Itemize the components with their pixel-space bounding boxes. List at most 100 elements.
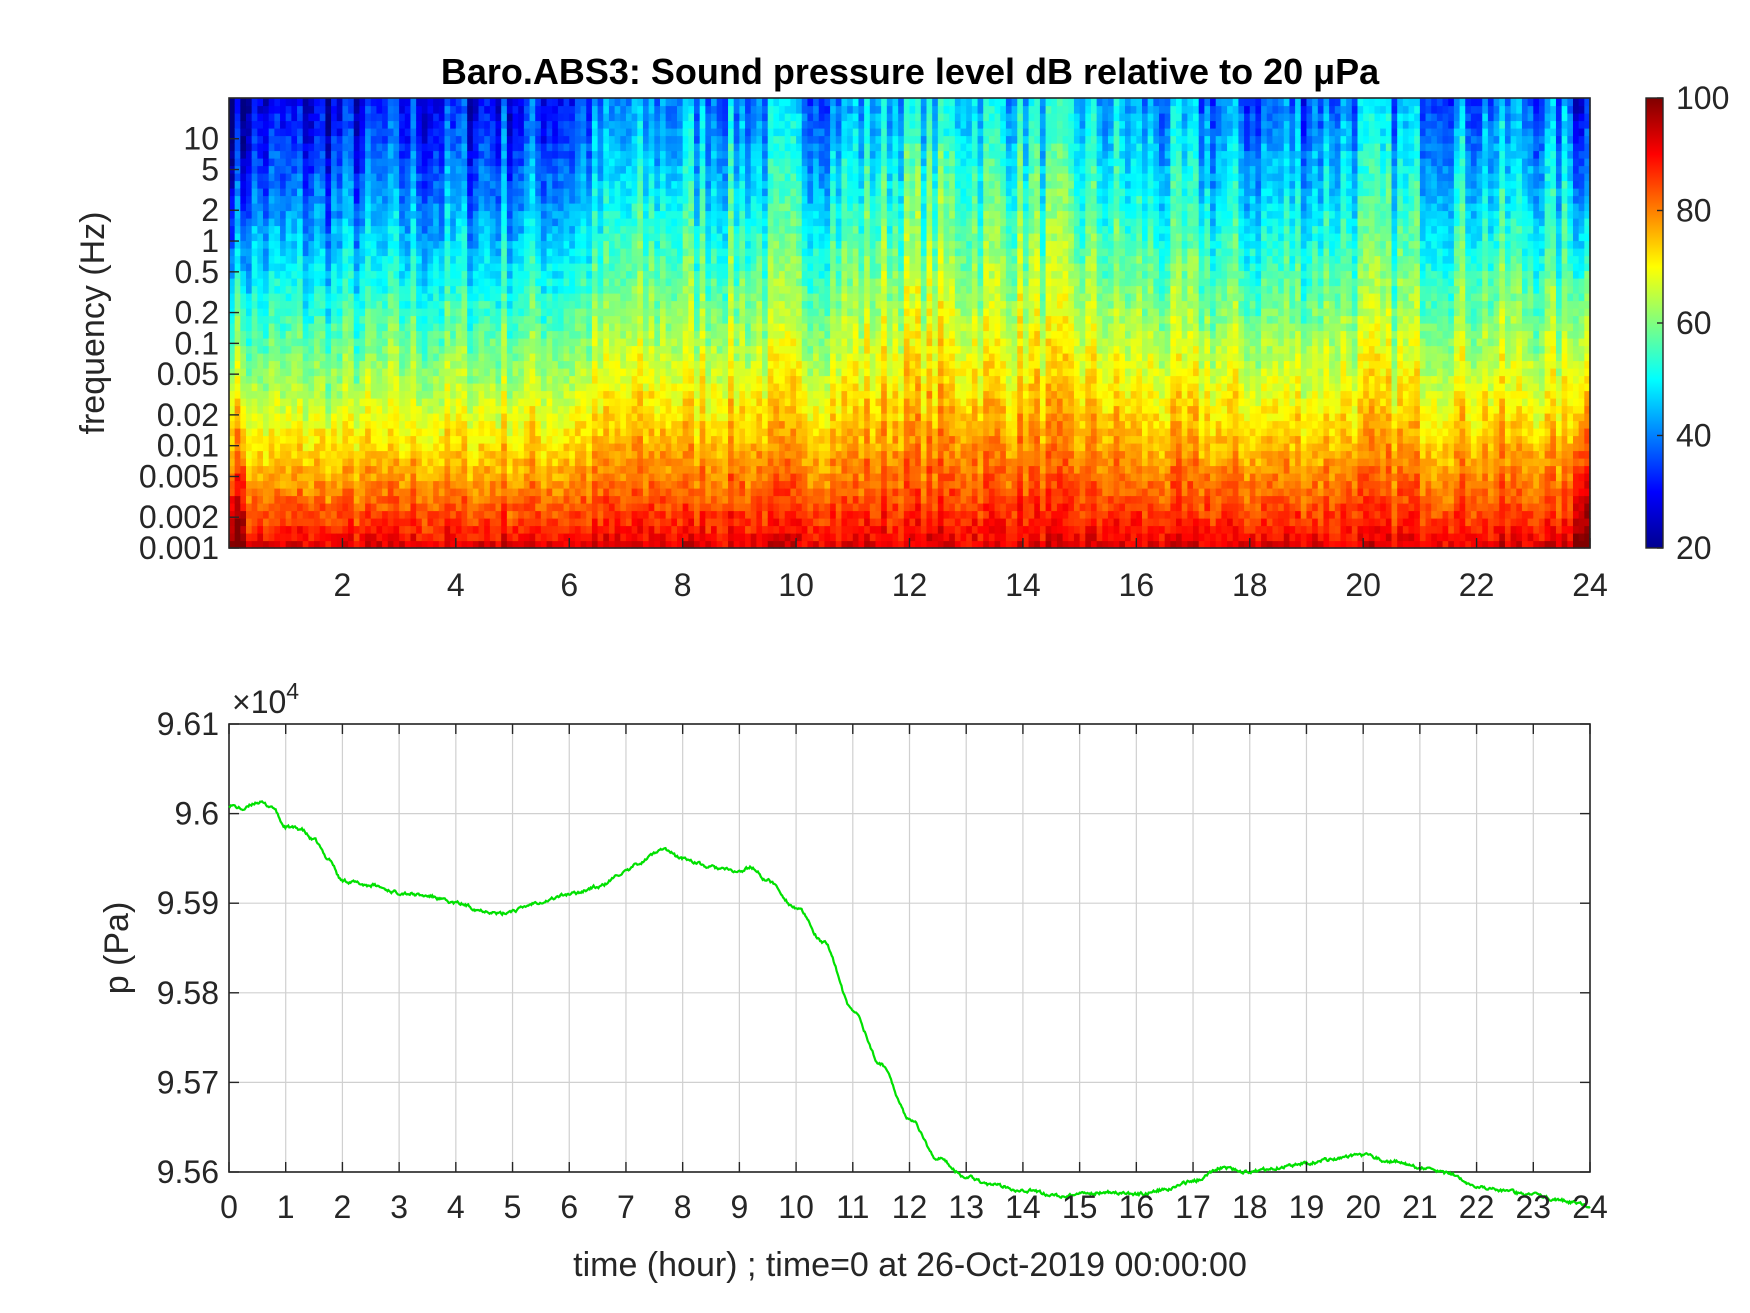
- spectrogram-cell: [682, 218, 689, 227]
- spectrogram-cell: [433, 143, 440, 152]
- spectrogram-cell: [370, 255, 378, 264]
- spectrogram-cell: [625, 383, 633, 392]
- spectrogram-cell: [631, 165, 638, 174]
- spectrogram-cell: [416, 293, 423, 302]
- spectrogram-cell: [478, 308, 485, 317]
- spectrogram-cell: [535, 105, 542, 114]
- spectrogram-cell: [659, 105, 667, 114]
- spectrogram-cell: [461, 285, 468, 294]
- spectrogram-cell: [529, 98, 536, 107]
- spectrogram-cell: [580, 233, 587, 242]
- spectrogram-cell: [433, 443, 440, 452]
- spectrogram-cell: [387, 98, 395, 107]
- spectrogram-cell: [433, 210, 440, 219]
- spectrogram-cell: [580, 405, 587, 414]
- spectrogram-cell: [529, 210, 536, 219]
- spectrogram-cell: [257, 450, 264, 459]
- spectrogram-cell: [659, 188, 667, 197]
- spectrogram-cell: [461, 240, 468, 249]
- spectrogram-cell: [302, 98, 309, 107]
- spectrogram-cell: [506, 338, 514, 347]
- spectrogram-cell: [416, 203, 423, 212]
- spectrogram-cell: [348, 368, 355, 377]
- spectrogram-cell: [540, 345, 548, 354]
- spectrogram-cell: [410, 353, 417, 362]
- spectrogram-cell: [246, 383, 253, 392]
- spectrogram-cell: [342, 195, 349, 204]
- spectrogram-cell: [557, 330, 565, 339]
- spectrogram-cell: [518, 495, 525, 504]
- spectrogram-cell: [552, 323, 559, 332]
- spectrogram-cell: [586, 285, 593, 294]
- spectrogram-cell: [353, 233, 361, 242]
- spectrogram-cell: [631, 285, 638, 294]
- spectrogram-cell: [591, 173, 599, 182]
- spectrogram-cell: [234, 300, 241, 309]
- spectrogram-cell: [557, 105, 565, 114]
- spectrogram-cell: [268, 480, 275, 489]
- spectrogram-cell: [603, 368, 610, 377]
- spectrogram-cell: [234, 278, 241, 287]
- spectrogram-cell: [302, 458, 309, 467]
- spectrogram-cell: [268, 428, 275, 437]
- spectrogram-cell: [251, 240, 258, 249]
- spectrogram-cell: [314, 375, 321, 384]
- spectrogram-cell: [348, 225, 355, 234]
- spectrogram-cell: [382, 270, 389, 279]
- spectrogram-cell: [382, 540, 389, 549]
- spectrogram-cell: [535, 143, 542, 152]
- spectrogram-cell: [336, 113, 344, 122]
- spectrogram-cell: [370, 158, 378, 167]
- spectrogram-cell: [314, 113, 321, 122]
- spectrogram-cell: [404, 143, 412, 152]
- spectrogram-cell: [331, 113, 338, 122]
- spectrogram-cell: [637, 158, 644, 167]
- spectrogram-cell: [472, 383, 480, 392]
- spectrogram-cell: [263, 180, 270, 189]
- spectrogram-cell: [574, 270, 582, 279]
- spectrogram-cell: [569, 278, 576, 287]
- spectrogram-cell: [342, 173, 349, 182]
- spectrogram-cell: [688, 413, 695, 422]
- spectrogram-cell: [614, 98, 621, 107]
- spectrogram-cell: [285, 233, 292, 242]
- spectrogram-cell: [631, 315, 638, 324]
- spectrogram-cell: [495, 473, 502, 482]
- spectrogram-cell: [654, 480, 661, 489]
- spectrogram-cell: [694, 173, 701, 182]
- spectrogram-cell: [495, 270, 502, 279]
- spectrogram-cell: [359, 525, 366, 534]
- spectrogram-cell: [234, 480, 241, 489]
- spectrogram-cell: [285, 383, 292, 392]
- spectrogram-cell: [586, 218, 593, 227]
- spectrogram-cell: [648, 525, 655, 534]
- spectrogram-cell: [291, 203, 298, 212]
- spectrogram-cell: [302, 233, 309, 242]
- spectrogram-cell: [682, 233, 689, 242]
- spectrogram-cell: [484, 203, 491, 212]
- spectrogram-cell: [342, 473, 349, 482]
- spectrogram-cell: [495, 135, 502, 144]
- spectrogram-cell: [620, 180, 627, 189]
- spectrogram-cell: [251, 360, 258, 369]
- spectrogram-cell: [597, 405, 604, 414]
- spectrogram-cell: [314, 510, 321, 519]
- spectrogram-cell: [631, 248, 638, 257]
- spectrogram-cell: [580, 173, 587, 182]
- spectrogram-cell: [268, 525, 275, 534]
- spectrogram-cell: [274, 428, 281, 437]
- spectrogram-cell: [546, 480, 553, 489]
- spectrogram-cell: [336, 488, 344, 497]
- spectrogram-cell: [529, 465, 536, 474]
- spectrogram-cell: [603, 450, 610, 459]
- spectrogram-cell: [529, 503, 536, 512]
- spectrogram-cell: [518, 533, 525, 542]
- spectrogram-cell: [297, 503, 304, 512]
- spectrogram-cell: [257, 473, 264, 482]
- spectrogram-cell: [512, 510, 519, 519]
- spectrogram-cell: [365, 188, 372, 197]
- spectrogram-cell: [268, 465, 275, 474]
- spectrogram-cell: [512, 225, 519, 234]
- spectrogram-cell: [518, 135, 525, 144]
- spectrogram-cell: [427, 518, 434, 527]
